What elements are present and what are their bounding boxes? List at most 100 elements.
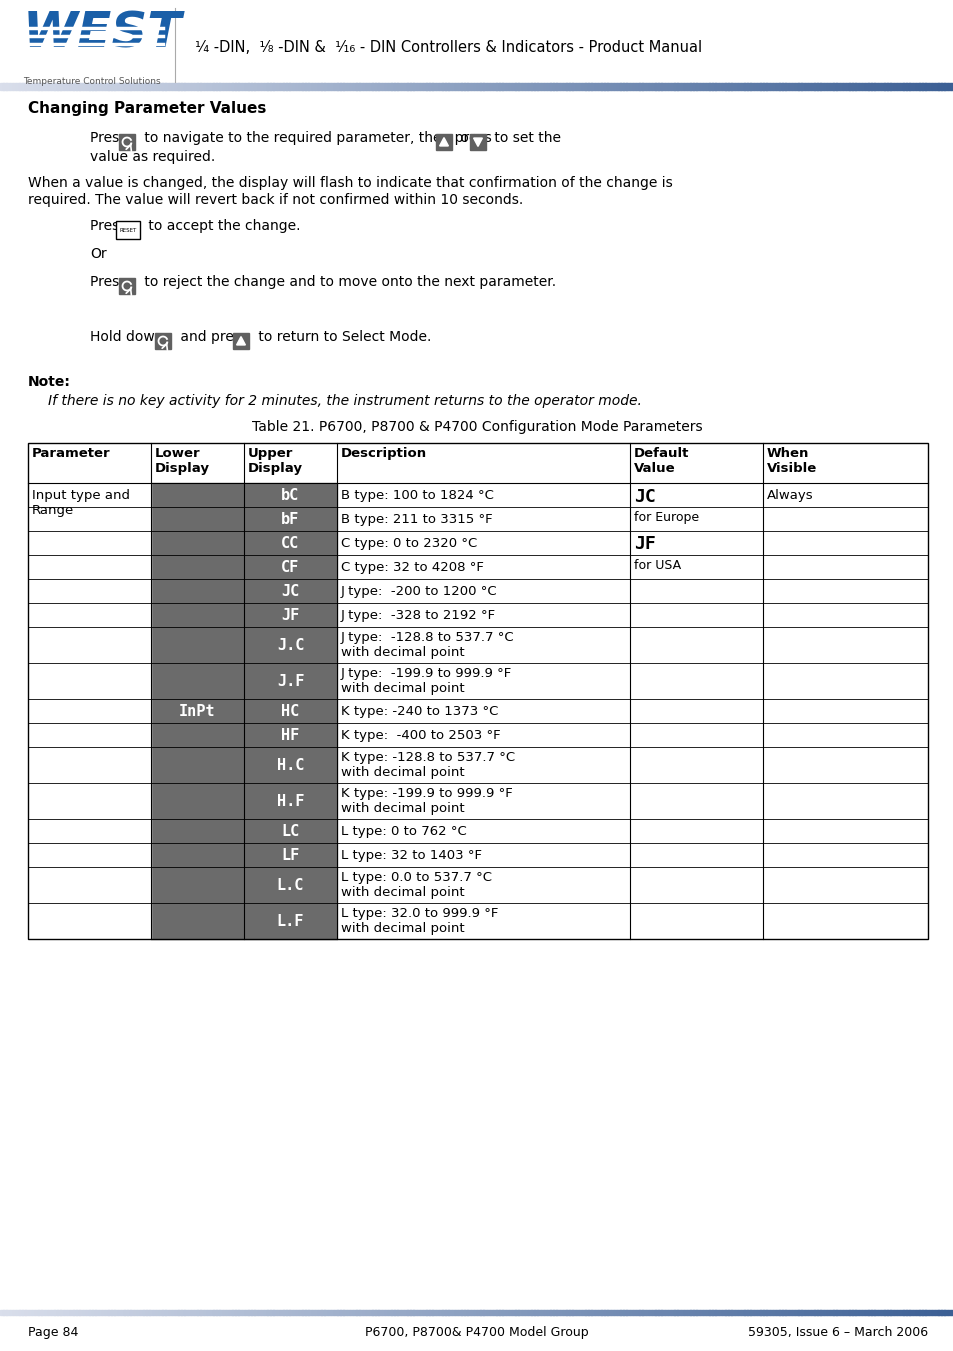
Bar: [474, 1310, 477, 1315]
Bar: [343, 82, 347, 91]
Bar: [10, 82, 13, 91]
Bar: [57, 82, 61, 91]
Bar: [314, 1310, 318, 1315]
Bar: [10, 1310, 13, 1315]
Bar: [48, 1310, 51, 1315]
Bar: [581, 1310, 585, 1315]
Text: Lower
Display: Lower Display: [154, 447, 210, 476]
Bar: [146, 82, 150, 91]
Bar: [820, 82, 823, 91]
Bar: [112, 82, 115, 91]
Bar: [807, 82, 811, 91]
Bar: [508, 1310, 512, 1315]
Bar: [244, 819, 336, 843]
Bar: [232, 82, 235, 91]
Bar: [931, 82, 935, 91]
Bar: [407, 1310, 411, 1315]
Bar: [724, 1310, 728, 1315]
Bar: [457, 82, 461, 91]
Bar: [867, 1310, 871, 1315]
Bar: [174, 82, 178, 91]
Bar: [429, 82, 433, 91]
Bar: [353, 1310, 356, 1315]
Bar: [394, 1310, 397, 1315]
Bar: [836, 1310, 840, 1315]
Bar: [546, 1310, 550, 1315]
Bar: [861, 82, 864, 91]
Bar: [314, 82, 318, 91]
Bar: [470, 134, 485, 150]
Bar: [54, 1310, 58, 1315]
Bar: [251, 82, 254, 91]
Bar: [89, 82, 92, 91]
Bar: [334, 82, 337, 91]
Text: Press: Press: [90, 219, 131, 232]
Bar: [372, 1310, 375, 1315]
Bar: [416, 82, 420, 91]
Bar: [302, 1310, 306, 1315]
Bar: [686, 1310, 690, 1315]
Bar: [448, 82, 452, 91]
Text: K type: -128.8 to 537.7 °C
with decimal point: K type: -128.8 to 537.7 °C with decimal …: [340, 751, 515, 780]
Bar: [331, 1310, 335, 1315]
Bar: [207, 82, 211, 91]
Bar: [375, 82, 378, 91]
Bar: [244, 484, 336, 507]
Bar: [235, 82, 239, 91]
Bar: [172, 1310, 175, 1315]
Bar: [550, 1310, 554, 1315]
Bar: [562, 82, 566, 91]
Bar: [578, 1310, 582, 1315]
Bar: [781, 82, 785, 91]
Bar: [517, 1310, 521, 1315]
Text: Page 84: Page 84: [28, 1325, 78, 1339]
Bar: [324, 82, 328, 91]
Bar: [86, 82, 90, 91]
Bar: [64, 82, 68, 91]
Bar: [264, 82, 268, 91]
Bar: [210, 82, 213, 91]
Bar: [922, 82, 925, 91]
Bar: [886, 82, 890, 91]
Bar: [150, 1310, 153, 1315]
Bar: [648, 1310, 652, 1315]
Bar: [712, 1310, 716, 1315]
Bar: [174, 1310, 178, 1315]
Bar: [79, 1310, 83, 1315]
Bar: [248, 1310, 252, 1315]
Bar: [572, 1310, 576, 1315]
Bar: [775, 82, 779, 91]
Bar: [197, 82, 201, 91]
Bar: [489, 1310, 493, 1315]
Text: J type:  -199.9 to 999.9 °F
with decimal point: J type: -199.9 to 999.9 °F with decimal …: [340, 667, 512, 694]
Bar: [64, 1310, 68, 1315]
Bar: [546, 82, 550, 91]
Bar: [31, 1310, 35, 1315]
Bar: [216, 82, 220, 91]
Bar: [152, 82, 156, 91]
Bar: [98, 1310, 102, 1315]
Text: Parameter: Parameter: [32, 447, 111, 459]
Text: Upper
Display: Upper Display: [248, 447, 303, 476]
Bar: [308, 82, 312, 91]
Bar: [575, 82, 578, 91]
Bar: [874, 1310, 878, 1315]
Bar: [244, 507, 336, 531]
Bar: [119, 278, 135, 295]
Bar: [679, 82, 683, 91]
Bar: [117, 82, 121, 91]
Bar: [384, 1310, 388, 1315]
Bar: [864, 82, 868, 91]
Bar: [877, 1310, 881, 1315]
Bar: [600, 82, 604, 91]
Bar: [505, 82, 509, 91]
Bar: [896, 1310, 900, 1315]
Bar: [765, 1310, 769, 1315]
Bar: [775, 1310, 779, 1315]
Text: Or: Or: [90, 247, 107, 261]
Bar: [772, 82, 776, 91]
Bar: [45, 1310, 49, 1315]
Bar: [607, 82, 611, 91]
Bar: [7, 1310, 10, 1315]
Bar: [70, 1310, 73, 1315]
